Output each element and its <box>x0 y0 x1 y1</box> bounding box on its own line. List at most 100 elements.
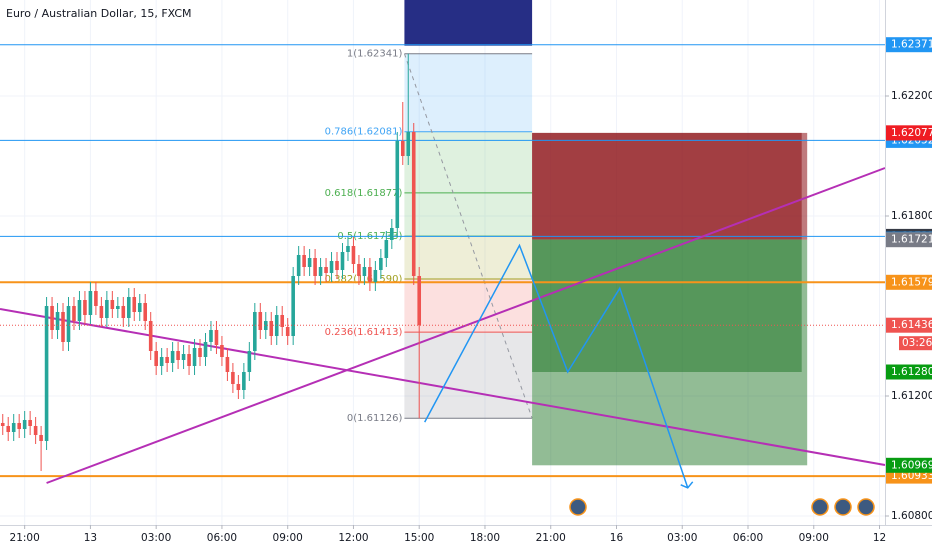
candle-body <box>143 303 148 321</box>
candle-body <box>253 312 257 351</box>
candle-body <box>187 354 191 366</box>
current-price-badge-label: 1.61436 <box>891 319 932 331</box>
fib-zone <box>404 53 533 132</box>
event-icon <box>569 498 587 516</box>
fib-label: 0(1.61126) <box>347 413 403 424</box>
trendline <box>0 308 886 466</box>
candle-body <box>126 297 131 318</box>
fib-zone <box>404 192 533 237</box>
fib-label: 0.382(1.61590) <box>325 274 403 285</box>
candle-body <box>302 255 306 267</box>
candle-body <box>176 351 180 360</box>
fib-zone <box>404 332 533 419</box>
candle-body <box>105 300 109 318</box>
candle-body <box>72 306 76 321</box>
candle-body <box>307 258 312 267</box>
x-tick-label: 15:00 <box>404 532 434 544</box>
candle-body <box>411 132 416 276</box>
countdown-badge <box>899 336 932 351</box>
candle-body <box>258 312 263 330</box>
event-icons <box>569 498 875 516</box>
candle-body <box>362 267 367 276</box>
x-tick-label: 18:00 <box>470 532 500 544</box>
candle-body <box>66 306 71 342</box>
candle-body <box>17 423 21 429</box>
candle-body <box>324 267 328 273</box>
position-target-zone <box>532 239 802 372</box>
candle-body <box>33 426 38 435</box>
position-stop-zone <box>532 132 808 240</box>
candle-body <box>198 348 202 357</box>
x-tick-label: 06:00 <box>733 532 763 544</box>
chart-title: Euro / Australian Dollar, 15, FXCM <box>6 7 192 20</box>
y-tick-label: 1.62200 <box>891 90 932 102</box>
candle-body <box>192 348 197 366</box>
event-icon <box>811 498 829 516</box>
y-tick-label: 1.61200 <box>891 390 932 402</box>
stop-badge-label: 1.62077 <box>891 127 932 139</box>
x-tick-label: 13 <box>84 532 97 544</box>
candle-body <box>94 291 98 306</box>
session-highlight <box>404 0 533 46</box>
candle-body <box>406 132 411 156</box>
candle-body <box>55 312 60 330</box>
x-tick-label: 09:00 <box>799 532 829 544</box>
candle-body <box>400 141 405 156</box>
x-tick-label: 12:00 <box>338 532 368 544</box>
candle-body <box>296 255 301 276</box>
axis-layer: 1.62200 1.61800 1.61200 1.60800 21:00 13 03:00… <box>10 37 932 544</box>
candle-body <box>384 240 389 258</box>
candle-body <box>170 351 175 363</box>
x-tick-label: 09:00 <box>273 532 303 544</box>
candle-body <box>329 261 334 273</box>
candle-body <box>50 306 54 330</box>
price-line-badge-label: 1.62371 <box>891 39 932 51</box>
candle-body <box>6 426 11 432</box>
candle-body <box>165 357 169 363</box>
candle-body <box>61 312 65 342</box>
projection-arrowhead <box>680 481 694 489</box>
candle-body <box>83 300 87 315</box>
x-tick-label: 03:00 <box>667 532 697 544</box>
candle-body <box>313 258 317 276</box>
x-tick-label: 12 <box>873 532 886 544</box>
entry-badge-label: 1.61721 <box>891 234 932 246</box>
projection-path <box>424 243 689 489</box>
candle-body <box>242 372 246 390</box>
candle-body <box>0 423 5 426</box>
position-target-zone <box>532 239 808 466</box>
candle-body <box>368 267 372 282</box>
candle-body <box>351 246 356 264</box>
candle-body <box>346 246 350 252</box>
candle-body <box>99 306 104 318</box>
candle-body <box>390 228 394 240</box>
candle-body <box>236 384 241 390</box>
candle-body <box>247 351 252 372</box>
candle-body <box>132 297 137 312</box>
price-line-badge-label: 1.60933 <box>891 470 932 482</box>
candle-body <box>269 321 274 336</box>
candle-body <box>214 330 219 345</box>
candle-body <box>116 306 120 309</box>
x-tick-label: 16 <box>610 532 624 544</box>
candle-body <box>263 321 268 330</box>
candle-body <box>318 267 323 276</box>
candle-body <box>181 354 186 360</box>
fib-zone <box>404 236 533 279</box>
x-tick-label: 21:00 <box>10 532 40 544</box>
candle-body <box>209 330 213 342</box>
y-tick-label: 1.61800 <box>891 210 932 222</box>
fib-label: 0.786(1.62081) <box>325 127 403 138</box>
fib-label: 0.236(1.61413) <box>325 327 403 338</box>
countdown-label: 03:26 <box>902 337 932 349</box>
candle-body <box>137 303 142 312</box>
x-tick-label: 21:00 <box>536 532 566 544</box>
candle-body <box>22 420 27 429</box>
candle-body <box>280 315 285 327</box>
target-badge <box>886 457 932 473</box>
event-icon <box>834 498 852 516</box>
candle-body <box>121 306 126 318</box>
